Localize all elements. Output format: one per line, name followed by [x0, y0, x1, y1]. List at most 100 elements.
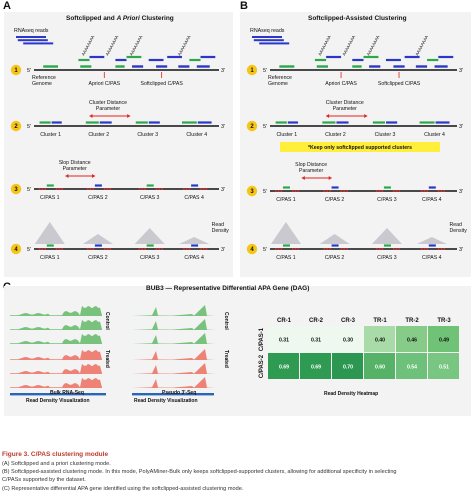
slop-dot	[392, 190, 395, 192]
cluster-label: Cluster 3	[375, 132, 396, 138]
cpas-site	[146, 244, 154, 247]
cpas-label: C/PAS 1	[276, 255, 296, 261]
slop-dot	[277, 248, 280, 250]
slop-dot	[274, 190, 277, 192]
slop-dot	[183, 188, 185, 190]
cluster-site	[51, 121, 62, 124]
aligned-read	[326, 55, 342, 59]
cpas-site	[428, 244, 436, 247]
read-density-peak	[134, 228, 165, 244]
slop-distance-label-1: Slop Distance	[59, 160, 91, 166]
slop-dot	[109, 188, 112, 190]
step-3-badge	[10, 183, 22, 195]
cluster-label: Cluster 2	[325, 132, 346, 138]
slop-dot	[158, 248, 161, 250]
slop-dot	[381, 248, 384, 250]
heatmap-title: Read Density Heatmap	[324, 391, 379, 397]
slop-dot	[205, 188, 208, 190]
heatmap-column-label: TR-3	[437, 318, 451, 324]
slop-dot	[280, 248, 283, 250]
slop-dot	[38, 188, 41, 190]
cluster-site	[39, 121, 51, 124]
rnaseq-read	[16, 36, 46, 38]
reference-label-2: Genome	[268, 81, 288, 87]
cpas-label: C/PAS 2	[88, 255, 108, 261]
polya-tail: AAAAAAAA	[129, 34, 144, 56]
slop-dot	[378, 248, 381, 250]
slop-dot	[205, 248, 208, 250]
heatmap-cell	[268, 326, 299, 352]
cpas-label: C/PAS 1	[276, 197, 296, 203]
rnaseq-read	[23, 42, 54, 45]
slop-dot	[200, 248, 202, 250]
step-4-badge	[246, 243, 258, 255]
polya-tail: AAAAAAAA	[177, 34, 192, 56]
apriori-site	[115, 65, 125, 68]
slop-dot	[381, 190, 384, 192]
slop-dot	[155, 188, 158, 190]
slop-dot	[291, 190, 294, 192]
slop-dot	[86, 188, 89, 190]
control-label-pseudo: Control	[223, 312, 229, 330]
slop-dot	[426, 248, 429, 250]
heatmap-column-label: TR-1	[373, 318, 387, 324]
cpas-site	[46, 184, 54, 187]
cluster-site	[275, 121, 287, 124]
read-density-peak	[82, 234, 113, 244]
slop-dot	[423, 190, 426, 192]
aligned-read	[427, 58, 439, 62]
slop-dot	[375, 248, 378, 250]
slop-dot	[188, 188, 191, 190]
cluster-label: Cluster 1	[276, 132, 297, 138]
cpas-site	[146, 184, 154, 187]
slop-dot	[440, 190, 443, 192]
slop-dot	[86, 248, 89, 250]
heatmap-cell	[428, 353, 459, 379]
pseudo-coverage-track	[132, 305, 216, 316]
slop-dot	[423, 248, 426, 250]
aligned-read	[115, 58, 127, 62]
slop-dot	[398, 190, 401, 192]
slop-dot	[183, 248, 185, 250]
slop-distance-label-2: Parameter	[299, 168, 323, 174]
slop-dot	[346, 190, 348, 192]
slop-dot	[274, 248, 277, 250]
slop-dot	[297, 190, 300, 192]
control-label-bulk: Control	[104, 312, 110, 330]
five-prime-label: 5'	[27, 124, 31, 130]
heatmap-cell	[268, 353, 299, 379]
softclipped-site	[369, 65, 381, 68]
three-prime-label: 3'	[221, 68, 225, 74]
step-4-badge	[10, 243, 22, 255]
cluster-distance-label-2: Parameter	[333, 106, 357, 112]
five-prime-label: 5'	[27, 68, 31, 74]
cluster-site	[336, 121, 349, 124]
cluster-label: Cluster 3	[137, 132, 158, 138]
aligned-read	[189, 58, 201, 62]
slop-dot	[161, 248, 163, 250]
softclipped-site	[178, 65, 190, 68]
step-2-badge	[246, 120, 258, 132]
heatmap-cell	[396, 326, 427, 352]
aligned-read	[385, 58, 401, 62]
rnaseq-read	[17, 39, 48, 42]
cluster-distance-label-2: Parameter	[96, 106, 120, 112]
read-density-peak	[319, 234, 350, 244]
cpas-label: C/PAS 3	[140, 255, 160, 261]
slop-dot	[185, 248, 188, 250]
polya-tail: AAAAAAAA	[104, 34, 119, 56]
slop-dot	[343, 248, 345, 250]
slop-dot	[155, 248, 158, 250]
slop-dot	[144, 248, 146, 250]
apriori-site	[316, 65, 328, 68]
rnaseq-read	[252, 36, 282, 38]
slop-dot	[323, 248, 326, 250]
slop-dot	[138, 188, 141, 190]
pseudo-coverage-track	[132, 319, 216, 330]
reference-label-1: Reference	[32, 75, 56, 81]
read-density-peak	[179, 237, 210, 244]
slop-dot	[277, 190, 280, 192]
pseudo-caption-2: Read Density Visualization	[134, 398, 198, 404]
softclipped-cpas-label: Softclipped C/PAS	[378, 81, 421, 87]
cpas-site	[383, 186, 391, 189]
